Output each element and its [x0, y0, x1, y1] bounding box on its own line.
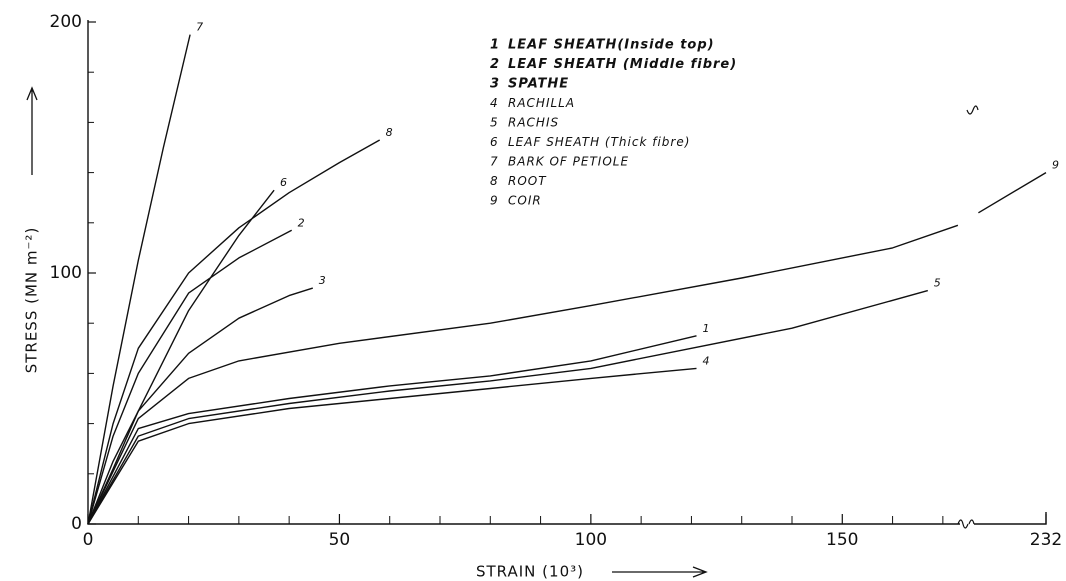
y-tick-label: 200	[50, 12, 82, 32]
legend-number: 7	[490, 155, 499, 169]
x-tick-label: 100	[575, 530, 607, 550]
y-arrow	[26, 86, 38, 175]
legend-label: LEAF SHEATH (Middle fibre)	[508, 57, 737, 72]
curve-label: 4	[702, 354, 709, 367]
curve	[87, 229, 293, 525]
curve	[87, 287, 314, 525]
legend-number: 5	[490, 116, 499, 130]
x-tick-label: 150	[826, 530, 858, 550]
x-tick-label: 50	[329, 530, 351, 550]
legend-label: BARK OF PETIOLE	[508, 155, 629, 169]
curve	[87, 367, 697, 525]
axis-break	[957, 519, 975, 529]
x-tick-label: 0	[83, 530, 94, 550]
x-arrow	[612, 566, 708, 578]
curve-label: 6	[280, 176, 287, 189]
legend-label: RACHILLA	[508, 96, 575, 110]
legend-number: 6	[490, 135, 499, 149]
x-axis-label: STRAIN (10³)	[476, 563, 584, 581]
legend-label: SPATHE	[508, 77, 569, 92]
curve	[87, 139, 381, 525]
curve-label: 2	[298, 216, 305, 229]
curve-label: 9	[1052, 159, 1059, 172]
curve-break	[966, 105, 979, 115]
legend-number: 8	[490, 174, 499, 188]
curve-label: 3	[319, 274, 326, 287]
curve-label: 1	[702, 322, 709, 335]
y-axis-label: STRESS (MN m⁻²)	[23, 227, 41, 374]
legend-number: 1	[490, 38, 500, 53]
curve	[87, 289, 928, 525]
legend-number: 2	[490, 57, 500, 72]
curve	[87, 189, 275, 525]
curve-label: 8	[386, 126, 393, 139]
y-tick-label: 0	[71, 514, 82, 534]
y-tick-label: 100	[50, 263, 82, 283]
curve	[87, 335, 697, 525]
legend-label: ROOT	[508, 174, 547, 188]
curve	[87, 34, 191, 525]
legend-number: 9	[490, 194, 499, 208]
legend-number: 4	[490, 96, 499, 110]
curve	[87, 171, 1047, 525]
curve-label: 5	[934, 277, 941, 290]
legend-label: LEAF SHEATH (Thick fibre)	[508, 135, 690, 149]
legend-label: LEAF SHEATH(Inside top)	[508, 38, 715, 53]
curve-label: 7	[196, 21, 203, 34]
legend-label: RACHIS	[508, 116, 559, 130]
x-tick-label: 232	[1030, 530, 1062, 550]
legend-number: 3	[490, 77, 500, 92]
legend-label: COIR	[508, 194, 542, 208]
